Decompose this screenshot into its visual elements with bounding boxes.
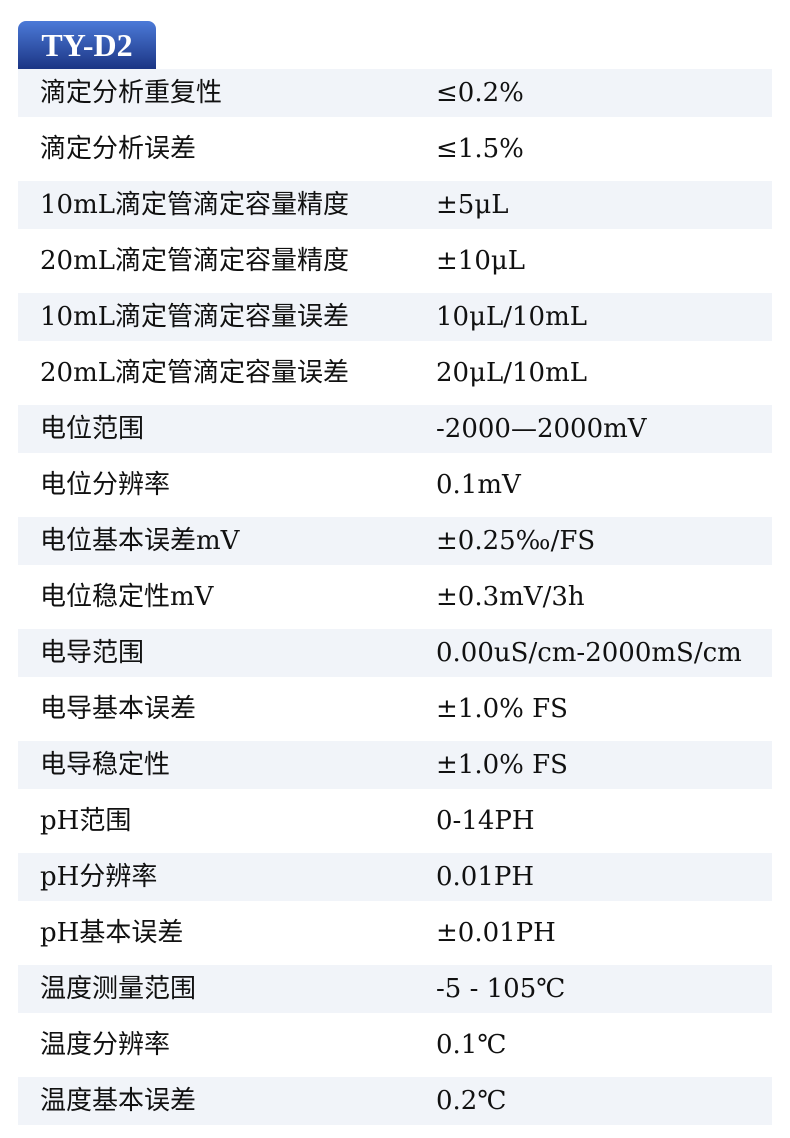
model-title-tab: TY-D2 [18, 21, 156, 69]
spec-label: 20mL滴定管滴定容量误差 [40, 358, 350, 388]
spec-row: 20mL滴定管滴定容量误差 20μL/10mL [18, 349, 772, 405]
spec-label: 电导范围 [40, 638, 145, 668]
spec-label: 电位稳定性mV [40, 582, 214, 612]
spec-row: 温度基本误差 0.2℃ [18, 1077, 772, 1133]
spec-row: pH基本误差 ±0.01PH [18, 909, 772, 965]
spec-label: pH分辨率 [40, 862, 158, 892]
spec-value: 0.2℃ [436, 1086, 507, 1116]
spec-label: 电位范围 [40, 414, 145, 444]
spec-row: 电位分辨率 0.1mV [18, 461, 772, 517]
spec-row: pH分辨率 0.01PH [18, 853, 772, 909]
spec-value: ±0.25‰/FS [436, 526, 596, 556]
spec-label: 电导稳定性 [40, 750, 171, 780]
spec-label: 电导基本误差 [40, 694, 197, 724]
spec-label: 20mL滴定管滴定容量精度 [40, 246, 350, 276]
spec-value: 20μL/10mL [436, 358, 588, 388]
spec-row: 滴定分析误差 ≤1.5% [18, 125, 772, 181]
spec-row: 滴定分析重复性 ≤0.2% [18, 69, 772, 125]
spec-value: ±10μL [436, 246, 526, 276]
spec-row: 电位稳定性mV ±0.3mV/3h [18, 573, 772, 629]
spec-label: pH基本误差 [40, 918, 184, 948]
spec-label: 滴定分析误差 [40, 134, 197, 164]
spec-label: 电位基本误差mV [40, 526, 240, 556]
row-background [18, 69, 772, 117]
spec-value: 0.00uS/cm-2000mS/cm [436, 638, 742, 668]
spec-value: -5 - 105℃ [436, 974, 566, 1004]
row-background [18, 293, 772, 341]
spec-label: 电位分辨率 [40, 470, 171, 500]
spec-row: 电位基本误差mV ±0.25‰/FS [18, 517, 772, 573]
spec-label: 10mL滴定管滴定容量误差 [40, 302, 350, 332]
spec-row: 20mL滴定管滴定容量精度 ±10μL [18, 237, 772, 293]
row-background [18, 965, 772, 1013]
spec-row: 电导基本误差 ±1.0% FS [18, 685, 772, 741]
spec-row: pH范围 0-14PH [18, 797, 772, 853]
spec-value: ≤0.2% [436, 78, 524, 108]
spec-value: 10μL/10mL [436, 302, 588, 332]
spec-value: ≤1.5% [436, 134, 524, 164]
spec-value: ±5μL [436, 190, 509, 220]
row-background [18, 853, 772, 901]
row-background [18, 405, 772, 453]
spec-row: 10mL滴定管滴定容量精度 ±5μL [18, 181, 772, 237]
row-background [18, 1077, 772, 1125]
spec-value: 0-14PH [436, 806, 535, 836]
spec-row: 温度分辨率 0.1℃ [18, 1021, 772, 1077]
row-background [18, 517, 772, 565]
spec-row: 10mL滴定管滴定容量误差 10μL/10mL [18, 293, 772, 349]
spec-label: pH范围 [40, 806, 132, 836]
spec-value: 0.01PH [436, 862, 535, 892]
spec-label: 10mL滴定管滴定容量精度 [40, 190, 350, 220]
spec-label: 温度分辨率 [40, 1030, 171, 1060]
spec-label: 温度基本误差 [40, 1086, 197, 1116]
spec-table: 滴定分析重复性 ≤0.2% 滴定分析误差 ≤1.5% 10mL滴定管滴定容量精度 ±5μL… [18, 69, 772, 1133]
spec-row: 温度测量范围 -5 - 105℃ [18, 965, 772, 1021]
spec-row: 电导范围 0.00uS/cm-2000mS/cm [18, 629, 772, 685]
row-background [18, 181, 772, 229]
spec-value: ±1.0% FS [436, 750, 568, 780]
row-background [18, 629, 772, 677]
spec-value: ±1.0% FS [436, 694, 568, 724]
spec-value: ±0.3mV/3h [436, 582, 585, 612]
spec-value: ±0.01PH [436, 918, 556, 948]
spec-value: 0.1mV [436, 470, 521, 500]
row-background [18, 741, 772, 789]
spec-row: 电导稳定性 ±1.0% FS [18, 741, 772, 797]
spec-row: 电位范围 -2000—2000mV [18, 405, 772, 461]
spec-value: 0.1℃ [436, 1030, 507, 1060]
spec-label: 滴定分析重复性 [40, 78, 223, 108]
spec-value: -2000—2000mV [436, 414, 647, 444]
spec-label: 温度测量范围 [40, 974, 197, 1004]
